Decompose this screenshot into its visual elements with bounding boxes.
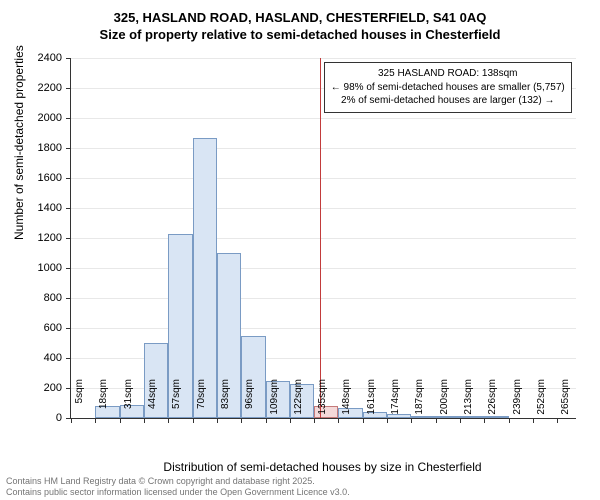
xtick-label: 109sqm bbox=[269, 379, 280, 424]
ytick-label: 1600 bbox=[22, 172, 62, 184]
annotation-line: 325 HASLAND ROAD: 138sqm bbox=[331, 67, 565, 81]
xtick-mark bbox=[95, 418, 96, 423]
xtick-mark bbox=[509, 418, 510, 423]
xtick-label: 252sqm bbox=[536, 379, 547, 424]
xtick-label: 174sqm bbox=[390, 379, 401, 424]
xtick-label: 5sqm bbox=[74, 379, 85, 424]
xtick-label: 122sqm bbox=[293, 379, 304, 424]
gridline bbox=[71, 208, 576, 209]
gridline bbox=[71, 268, 576, 269]
histogram-bar bbox=[193, 138, 217, 419]
xtick-mark bbox=[460, 418, 461, 423]
chart-title: 325, HASLAND ROAD, HASLAND, CHESTERFIELD… bbox=[0, 0, 600, 44]
xtick-label: 18sqm bbox=[98, 379, 109, 424]
ytick-label: 1200 bbox=[22, 232, 62, 244]
ytick-label: 1400 bbox=[22, 202, 62, 214]
ytick-label: 400 bbox=[22, 352, 62, 364]
xtick-label: 239sqm bbox=[512, 379, 523, 424]
annotation-box: 325 HASLAND ROAD: 138sqm← 98% of semi-de… bbox=[324, 62, 572, 113]
ytick-mark bbox=[66, 298, 71, 299]
ytick-mark bbox=[66, 118, 71, 119]
annotation-line: ← 98% of semi-detached houses are smalle… bbox=[331, 81, 565, 95]
ytick-mark bbox=[66, 58, 71, 59]
xtick-label: 265sqm bbox=[560, 379, 571, 424]
footer-line-2: Contains public sector information licen… bbox=[6, 487, 350, 498]
ytick-mark bbox=[66, 208, 71, 209]
chart-container: 325, HASLAND ROAD, HASLAND, CHESTERFIELD… bbox=[0, 0, 600, 500]
xtick-label: 57sqm bbox=[171, 379, 182, 424]
xtick-label: 161sqm bbox=[366, 379, 377, 424]
xtick-mark bbox=[266, 418, 267, 423]
xtick-mark bbox=[411, 418, 412, 423]
xtick-label: 187sqm bbox=[414, 379, 425, 424]
xtick-label: 70sqm bbox=[196, 379, 207, 424]
footer-attribution: Contains HM Land Registry data © Crown c… bbox=[6, 476, 350, 499]
gridline bbox=[71, 178, 576, 179]
xtick-mark bbox=[144, 418, 145, 423]
ytick-label: 0 bbox=[22, 412, 62, 424]
ytick-mark bbox=[66, 328, 71, 329]
ytick-label: 1000 bbox=[22, 262, 62, 274]
xtick-mark bbox=[120, 418, 121, 423]
xtick-mark bbox=[193, 418, 194, 423]
xtick-label: 135sqm bbox=[317, 379, 328, 424]
ytick-mark bbox=[66, 268, 71, 269]
ytick-label: 800 bbox=[22, 292, 62, 304]
xtick-mark bbox=[290, 418, 291, 423]
xtick-label: 96sqm bbox=[244, 379, 255, 424]
xtick-mark bbox=[436, 418, 437, 423]
xtick-mark bbox=[241, 418, 242, 423]
xtick-mark bbox=[314, 418, 315, 423]
ytick-mark bbox=[66, 88, 71, 89]
ytick-label: 200 bbox=[22, 382, 62, 394]
gridline bbox=[71, 148, 576, 149]
footer-line-1: Contains HM Land Registry data © Crown c… bbox=[6, 476, 350, 487]
xtick-label: 31sqm bbox=[123, 379, 134, 424]
xtick-mark bbox=[363, 418, 364, 423]
ytick-mark bbox=[66, 388, 71, 389]
gridline bbox=[71, 238, 576, 239]
ytick-label: 1800 bbox=[22, 142, 62, 154]
ytick-label: 2200 bbox=[22, 82, 62, 94]
xtick-label: 148sqm bbox=[341, 379, 352, 424]
xtick-mark bbox=[387, 418, 388, 423]
x-axis-label: Distribution of semi-detached houses by … bbox=[70, 460, 575, 474]
xtick-label: 83sqm bbox=[220, 379, 231, 424]
xtick-mark bbox=[168, 418, 169, 423]
title-line-2: Size of property relative to semi-detach… bbox=[0, 27, 600, 44]
xtick-label: 226sqm bbox=[487, 379, 498, 424]
gridline bbox=[71, 328, 576, 329]
xtick-mark bbox=[484, 418, 485, 423]
xtick-mark bbox=[71, 418, 72, 423]
reference-line bbox=[320, 58, 321, 418]
ytick-label: 2000 bbox=[22, 112, 62, 124]
xtick-mark bbox=[338, 418, 339, 423]
gridline bbox=[71, 118, 576, 119]
xtick-label: 213sqm bbox=[463, 379, 474, 424]
xtick-mark bbox=[217, 418, 218, 423]
xtick-label: 44sqm bbox=[147, 379, 158, 424]
gridline bbox=[71, 298, 576, 299]
xtick-label: 200sqm bbox=[439, 379, 450, 424]
ytick-mark bbox=[66, 178, 71, 179]
gridline bbox=[71, 58, 576, 59]
ytick-label: 2400 bbox=[22, 52, 62, 64]
title-line-1: 325, HASLAND ROAD, HASLAND, CHESTERFIELD… bbox=[0, 10, 600, 27]
ytick-mark bbox=[66, 358, 71, 359]
ytick-mark bbox=[66, 238, 71, 239]
xtick-mark bbox=[533, 418, 534, 423]
annotation-line: 2% of semi-detached houses are larger (1… bbox=[331, 94, 565, 108]
ytick-mark bbox=[66, 148, 71, 149]
plot: 5sqm18sqm31sqm44sqm57sqm70sqm83sqm96sqm1… bbox=[70, 58, 576, 419]
plot-area: 5sqm18sqm31sqm44sqm57sqm70sqm83sqm96sqm1… bbox=[70, 58, 575, 418]
ytick-label: 600 bbox=[22, 322, 62, 334]
xtick-mark bbox=[557, 418, 558, 423]
